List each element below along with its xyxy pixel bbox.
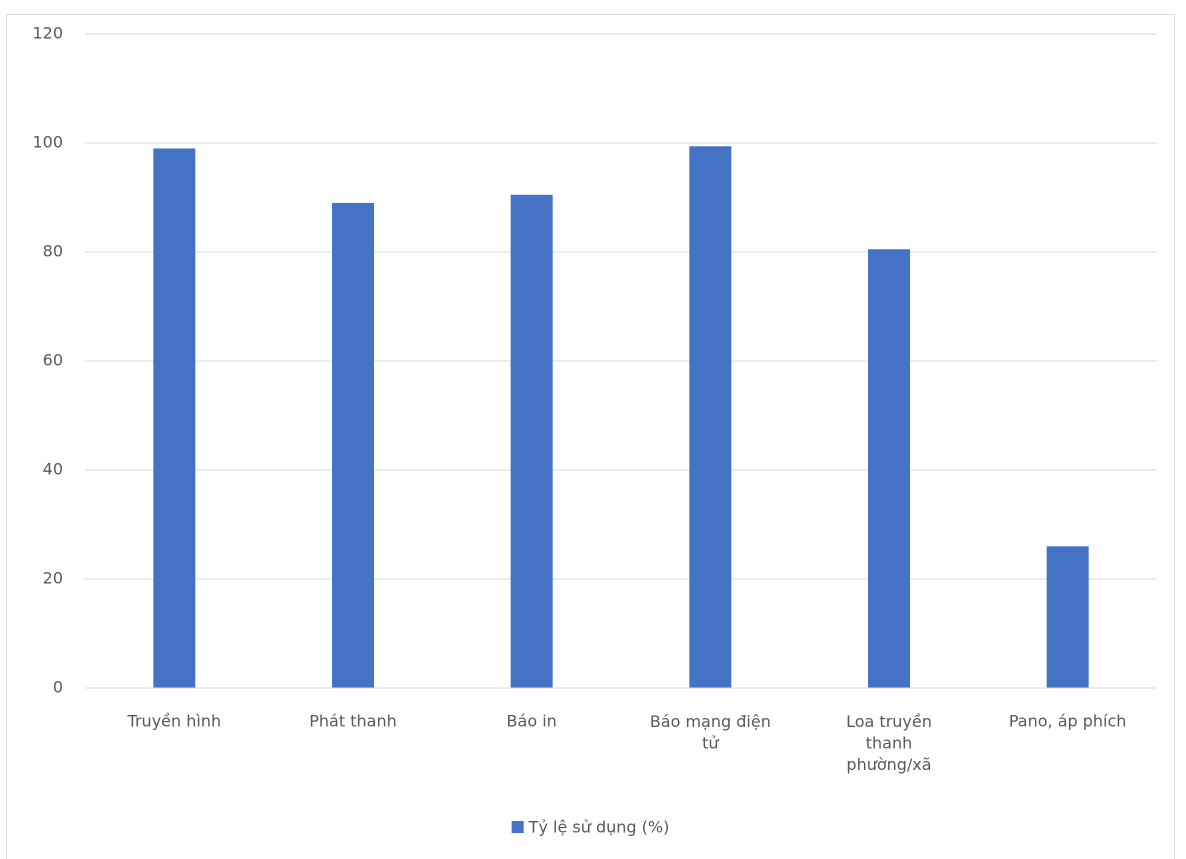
y-tick-label: 0: [53, 678, 63, 697]
bar: [153, 148, 196, 688]
y-tick-label: 80: [43, 242, 63, 261]
legend: Tỷ lệ sử dụng (%): [511, 818, 670, 837]
y-tick-label: 60: [43, 351, 63, 370]
legend-swatch: [511, 821, 524, 833]
bar: [332, 202, 374, 688]
bar: [510, 194, 553, 688]
x-tick-label: Phát thanh: [309, 712, 396, 731]
bar: [1046, 546, 1089, 688]
y-tick-label: 40: [43, 460, 63, 479]
bar: [689, 146, 732, 688]
x-tick-label: Báo in: [507, 712, 557, 731]
y-tick-label: 20: [43, 569, 63, 588]
x-tick-label: Truyền hình: [127, 712, 222, 731]
x-tick-label: Loa truyền thanh phường/xã: [846, 712, 932, 774]
y-tick-label: 100: [32, 133, 63, 152]
y-tick-label: 120: [32, 24, 63, 43]
x-tick-label: Báo mạng điện tử: [650, 712, 771, 753]
x-tick-label: Pano, áp phích: [1009, 712, 1127, 731]
chart-frame: [6, 14, 1175, 859]
bar: [868, 249, 910, 688]
legend-label: Tỷ lệ sử dụng (%): [528, 818, 670, 837]
